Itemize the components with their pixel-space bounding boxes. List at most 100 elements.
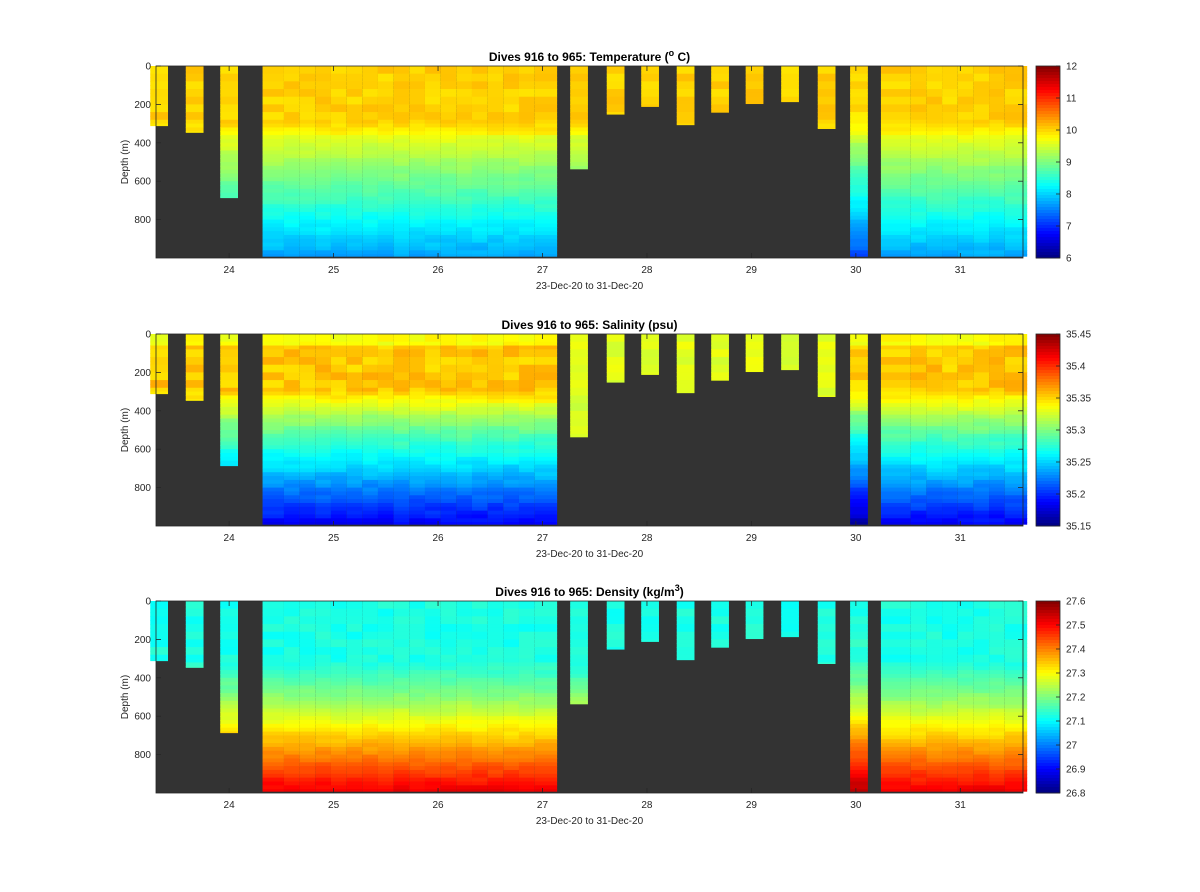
data-cell [346,624,363,629]
data-cell [377,158,394,163]
data-cell [346,85,363,90]
data-cell [957,601,974,606]
data-cell [262,154,284,159]
data-cell [850,468,868,473]
data-cell [503,781,519,786]
colorbar-segment [1036,418,1060,422]
data-cell [299,433,316,439]
data-cell [377,453,394,458]
data-cell [440,364,457,370]
data-cell [676,620,695,625]
data-cell [346,154,363,159]
data-cell [299,69,316,75]
data-cell [957,491,974,496]
colorbar-segment [1036,469,1060,473]
data-cell [299,246,316,251]
data-cell [471,608,488,614]
data-cell [850,601,868,606]
data-cell [346,720,363,725]
dive-column [781,601,799,638]
data-cell [880,185,911,190]
colorbar-segment [1036,117,1060,121]
data-cell [989,123,1005,129]
data-cell [393,246,410,251]
data-cell [315,445,331,450]
data-cell [1004,460,1028,466]
data-cell [424,460,441,466]
data-cell [262,112,284,117]
data-cell [262,720,284,725]
data-cell [330,612,347,617]
data-cell [534,758,558,763]
data-cell [456,650,472,656]
data-cell [942,616,958,621]
data-cell [283,627,300,633]
data-cell [409,769,425,775]
data-cell [377,81,394,86]
data-cell [409,712,425,717]
data-cell [220,685,238,690]
data-cell [880,73,911,79]
data-cell [377,66,394,71]
data-cell [850,77,868,82]
data-cell [1004,112,1028,117]
data-cell [299,196,316,201]
data-cell [910,510,927,516]
colorbar-segment [1036,198,1060,202]
data-cell [471,437,488,443]
data-cell [299,601,316,606]
data-cell [973,433,990,439]
data-cell [989,104,1005,109]
data-cell [487,746,504,752]
data-cell [299,662,316,667]
data-cell [315,430,331,435]
dive-column [346,601,363,792]
data-cell [471,231,488,236]
data-cell [880,89,911,94]
data-cell [393,643,410,648]
data-cell [440,785,457,790]
data-cell [185,119,204,125]
data-cell [299,215,316,221]
data-cell [534,437,558,443]
dive-column [926,601,943,792]
data-cell [393,142,410,148]
data-cell [330,781,347,786]
data-cell [471,360,488,366]
data-cell [880,85,911,90]
data-cell [880,716,911,721]
data-cell [910,85,927,90]
data-cell [220,123,238,129]
data-cell [471,616,488,621]
data-cell [185,662,204,667]
data-cell [518,476,535,481]
data-cell [409,506,425,512]
data-cell [456,754,472,760]
data-cell [487,92,504,98]
data-cell [518,639,535,644]
data-cell [487,430,504,435]
data-cell [880,181,911,186]
data-cell [377,673,394,679]
data-cell [456,211,472,217]
data-cell [409,154,425,159]
data-cell [910,506,927,512]
data-cell [606,624,625,629]
data-cell [346,781,363,786]
data-cell [957,762,974,767]
data-cell [424,169,441,175]
data-cell [534,387,558,393]
data-cell [283,506,300,512]
data-cell [503,142,519,148]
data-cell [262,662,284,667]
colorbar-segment [1036,346,1060,350]
data-cell [346,353,363,358]
dive-column [299,601,316,792]
colorbar-segment [1036,111,1060,115]
data-cell [926,762,943,767]
data-cell [518,689,535,694]
data-cell [973,430,990,435]
data-cell [346,403,363,408]
data-cell [641,368,659,373]
data-cell [880,250,911,255]
